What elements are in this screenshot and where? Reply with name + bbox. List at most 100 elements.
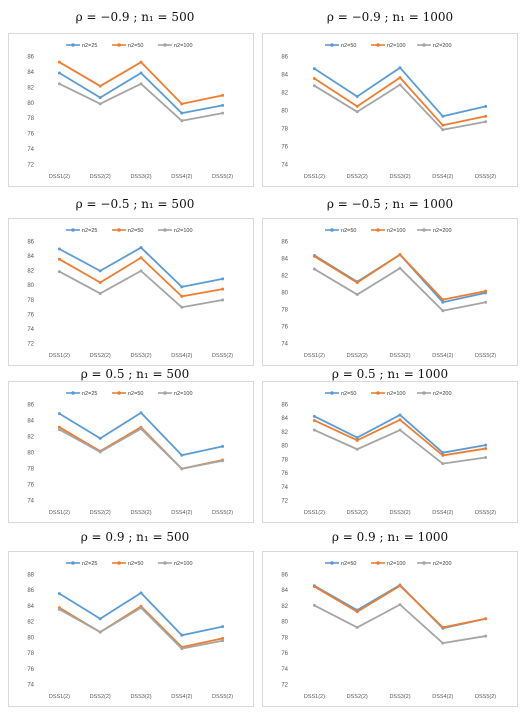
chart-panel-rho-neg0.9-n1000: 74 76 78 80 82 84 86 DSS1(2) DSS2(2) DSS3(2) DSS4(… [262, 33, 518, 187]
data-point [441, 453, 445, 457]
legend-label: n2=25 [82, 391, 97, 397]
data-point [57, 607, 61, 611]
y-tick-label: 76 [27, 667, 34, 673]
y-tick-label: 72 [27, 163, 34, 169]
data-point [221, 287, 225, 291]
data-point [441, 451, 445, 455]
data-point [398, 266, 402, 270]
line-chart: 74 76 78 80 82 84 86 DSS1(2) DSS2(2) DSS3(2) DSS4(… [281, 43, 496, 180]
legend-label: n2=200 [433, 228, 452, 234]
x-tick-label: DSS4(2) [171, 174, 192, 180]
data-point [398, 418, 402, 422]
data-point [355, 95, 359, 98]
x-tick-label: DSS4(2) [432, 694, 453, 700]
data-point [221, 277, 225, 281]
data-point [98, 630, 102, 634]
legend-label: n2=200 [433, 391, 452, 397]
x-tick-label: DSS4(2) [171, 353, 192, 359]
series-line-n2=50 [58, 426, 223, 470]
data-point [221, 636, 225, 640]
legend-swatch-marker [71, 561, 75, 565]
x-tick-label: DSS3(2) [130, 694, 151, 700]
data-point [98, 269, 102, 273]
y-tick-label: 82 [281, 604, 288, 610]
series-line-n2=50 [313, 584, 486, 630]
legend-swatch-marker [376, 561, 380, 565]
data-point [180, 111, 184, 115]
y-tick-label: 78 [281, 127, 288, 133]
legend-label: n2=50 [128, 561, 143, 567]
legend-swatch-marker [163, 228, 167, 232]
y-tick-label: 78 [281, 308, 288, 314]
x-tick-label: DSS1(2) [49, 694, 70, 700]
y-tick-label: 82 [27, 85, 34, 91]
legend-swatch-marker [376, 391, 380, 395]
x-tick-label: DSS4(2) [432, 174, 453, 180]
data-point [98, 96, 102, 100]
y-tick-label: 74 [27, 327, 34, 333]
data-point [180, 294, 184, 298]
series-line-n2=50 [58, 605, 223, 648]
data-point [312, 267, 316, 271]
legend-label: n2=100 [174, 391, 193, 397]
legend-swatch-marker [422, 43, 426, 47]
y-tick-label: 82 [27, 269, 34, 275]
data-point [441, 625, 445, 629]
y-tick-label: 80 [27, 635, 34, 641]
y-tick-label: 86 [281, 573, 288, 579]
legend-label: n2=200 [433, 561, 452, 567]
series-line-n2=50 [313, 66, 486, 118]
y-tick-label: 82 [27, 435, 34, 441]
x-tick-label: DSS2(2) [90, 694, 111, 700]
data-point [98, 84, 102, 88]
legend-label: n2=100 [387, 391, 406, 397]
legend-label: n2=50 [341, 561, 356, 567]
legend-swatch-marker [117, 391, 121, 395]
legend-label: n2=25 [82, 228, 97, 234]
data-point [221, 111, 225, 115]
y-tick-label: 74 [281, 342, 288, 348]
data-point [221, 444, 225, 448]
legend-swatch-marker [117, 43, 121, 47]
x-tick-label: DSS5(2) [475, 353, 496, 359]
y-tick-label: 76 [27, 483, 34, 489]
data-point [312, 84, 316, 88]
data-point [180, 285, 184, 289]
data-point [441, 641, 445, 645]
x-tick-label: DSS3(2) [389, 353, 410, 359]
y-tick-label: 80 [281, 444, 288, 450]
y-tick-label: 88 [27, 573, 34, 579]
data-point [180, 102, 184, 106]
chart-panel-rho-0.5-n1000: 72 74 76 78 80 82 84 86 DSS1(2) DSS2(2) DSS3(2) DSS… [262, 381, 518, 523]
data-point [221, 103, 225, 107]
legend-label: n2=50 [341, 391, 356, 397]
chart-title: ρ = 0.9 ; n₁ = 1000 [331, 530, 449, 544]
data-point [139, 246, 143, 250]
chart-title: ρ = 0.5 ; n₁ = 500 [80, 367, 190, 381]
legend-swatch-marker [330, 228, 334, 232]
series-line-n2=100 [313, 253, 486, 301]
chart-title: ρ = 0.5 ; n₁ = 1000 [331, 367, 449, 381]
data-point [57, 257, 61, 261]
x-tick-label: DSS1(2) [49, 353, 70, 359]
x-tick-label: DSS5(2) [212, 174, 233, 180]
data-point [312, 67, 316, 71]
y-tick-label: 86 [281, 240, 288, 246]
data-point [355, 110, 359, 114]
legend-label: n2=100 [387, 43, 406, 49]
data-point [398, 66, 402, 70]
legend-label: n2=100 [174, 561, 193, 567]
legend-label: n2=100 [174, 228, 193, 234]
legend-label: n2=25 [82, 43, 97, 49]
data-point [57, 82, 61, 86]
series-line-n2=100 [58, 269, 223, 309]
x-tick-label: DSS2(2) [347, 510, 368, 516]
y-tick-label: 78 [281, 457, 288, 463]
data-point [312, 418, 316, 422]
x-tick-label: DSS1(2) [304, 510, 325, 516]
y-tick-label: 72 [27, 342, 34, 348]
y-tick-label: 78 [281, 635, 288, 641]
data-point [139, 606, 143, 610]
y-tick-label: 80 [281, 620, 288, 626]
legend-swatch-marker [330, 391, 334, 395]
